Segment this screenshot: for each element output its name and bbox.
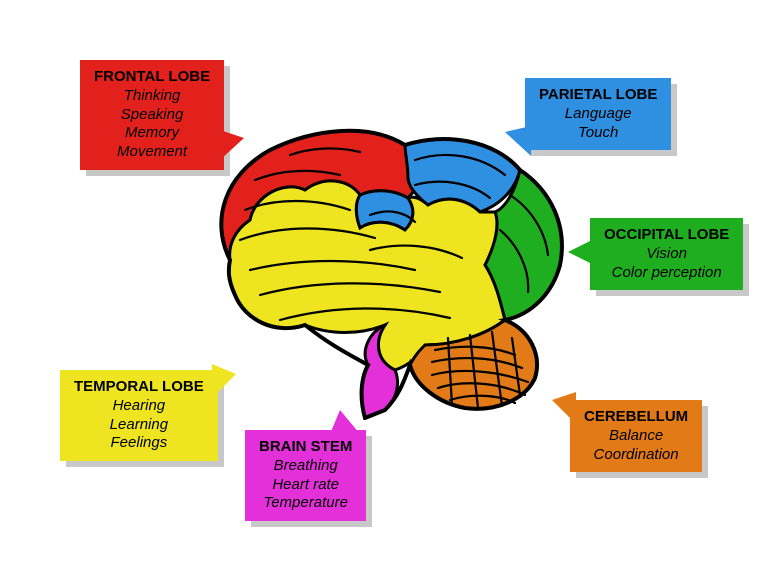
- frontal-fn-3: Movement: [94, 143, 210, 162]
- brainstem-title: BRAIN STEM: [259, 438, 352, 457]
- frontal-callout: FRONTAL LOBE Thinking Speaking Memory Mo…: [80, 60, 224, 170]
- temporal-title: TEMPORAL LOBE: [74, 378, 204, 397]
- brainstem-fn-1: Heart rate: [259, 476, 352, 495]
- frontal-tail: [220, 130, 244, 160]
- frontal-fn-0: Thinking: [94, 87, 210, 106]
- cerebellum-fn-0: Balance: [584, 427, 688, 446]
- temporal-fn-2: Feelings: [74, 434, 204, 453]
- parietal-tail: [505, 126, 531, 156]
- temporal-tail: [212, 364, 236, 398]
- frontal-title: FRONTAL LOBE: [94, 68, 210, 87]
- parietal-callout: PARIETAL LOBE Language Touch: [525, 78, 671, 150]
- temporal-fn-1: Learning: [74, 416, 204, 435]
- cerebellum-callout: CEREBELLUM Balance Coordination: [570, 400, 702, 472]
- parietal-fn-1: Touch: [539, 124, 657, 143]
- occipital-fn-1: Color perception: [604, 264, 729, 283]
- brain-illustration: [200, 120, 580, 420]
- cerebellum-title: CEREBELLUM: [584, 408, 688, 427]
- parietal-title: PARIETAL LOBE: [539, 86, 657, 105]
- brainstem-fn-2: Temperature: [259, 494, 352, 513]
- temporal-fn-0: Hearing: [74, 397, 204, 416]
- temporal-callout: TEMPORAL LOBE Hearing Learning Feelings: [60, 370, 218, 461]
- occipital-title: OCCIPITAL LOBE: [604, 226, 729, 245]
- parietal-fn-0: Language: [539, 105, 657, 124]
- frontal-fn-1: Speaking: [94, 106, 210, 125]
- cerebellum-tail: [552, 392, 576, 424]
- brainstem-fn-0: Breathing: [259, 457, 352, 476]
- cerebellum-fn-1: Coordination: [584, 446, 688, 465]
- brainstem-callout: BRAIN STEM Breathing Heart rate Temperat…: [245, 430, 366, 521]
- occipital-fn-0: Vision: [604, 245, 729, 264]
- occipital-callout: OCCIPITAL LOBE Vision Color perception: [590, 218, 743, 290]
- brain-diagram: FRONTAL LOBE Thinking Speaking Memory Mo…: [0, 0, 768, 561]
- frontal-fn-2: Memory: [94, 124, 210, 143]
- brainstem-tail: [330, 410, 360, 434]
- occipital-tail: [568, 240, 592, 264]
